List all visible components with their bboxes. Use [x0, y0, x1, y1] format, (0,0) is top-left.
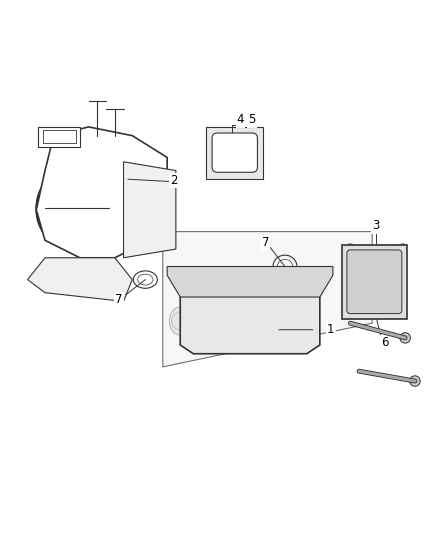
FancyBboxPatch shape — [39, 127, 80, 147]
Ellipse shape — [169, 307, 191, 335]
Text: 6: 6 — [381, 336, 388, 349]
Polygon shape — [28, 258, 132, 301]
FancyBboxPatch shape — [346, 250, 401, 313]
Text: 4: 4 — [236, 114, 244, 126]
FancyBboxPatch shape — [43, 131, 75, 143]
Text: 1: 1 — [326, 323, 334, 336]
Polygon shape — [36, 127, 167, 258]
Polygon shape — [162, 232, 371, 367]
FancyBboxPatch shape — [212, 133, 257, 172]
Ellipse shape — [201, 295, 297, 347]
Circle shape — [229, 153, 240, 164]
Polygon shape — [180, 288, 319, 354]
Polygon shape — [206, 127, 262, 179]
Text: 2: 2 — [170, 174, 177, 187]
Circle shape — [409, 376, 419, 386]
Polygon shape — [167, 266, 332, 297]
Text: 3: 3 — [371, 220, 378, 232]
Polygon shape — [341, 245, 406, 319]
Text: 7: 7 — [115, 293, 123, 306]
Text: 5: 5 — [248, 114, 255, 126]
Text: 7: 7 — [261, 236, 268, 249]
Polygon shape — [123, 162, 176, 258]
Circle shape — [399, 333, 410, 343]
